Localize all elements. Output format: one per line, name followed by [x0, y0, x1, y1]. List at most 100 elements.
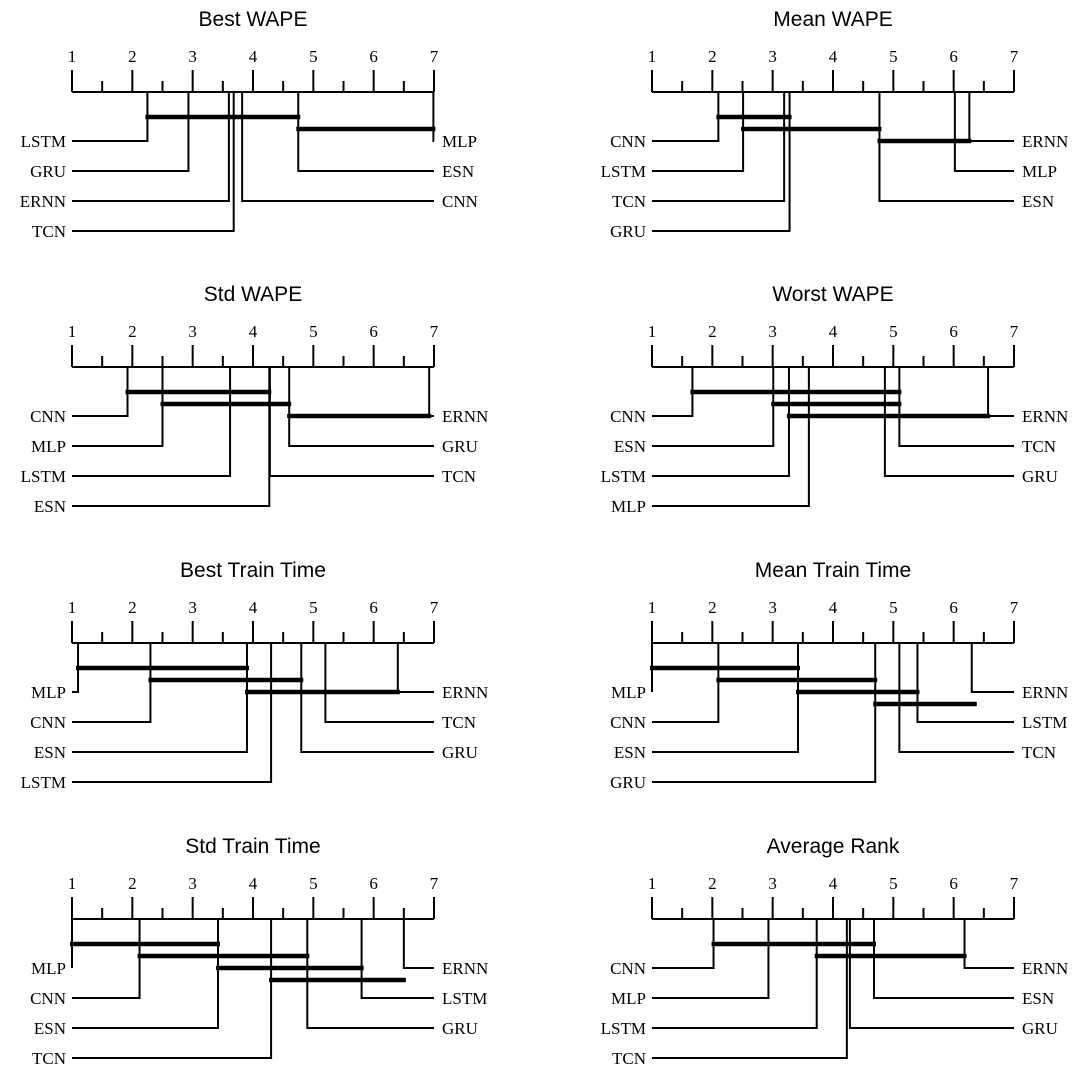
method-label: TCN: [1022, 437, 1056, 456]
method-label: MLP: [611, 683, 646, 702]
tick-label: 3: [188, 874, 197, 893]
tick-label: 3: [188, 322, 197, 341]
method-label: ERNN: [1022, 683, 1068, 702]
tick-label: 4: [249, 874, 258, 893]
tick-label: 5: [889, 322, 898, 341]
cd-panel: Best WAPE 1 2 3 4 5 6 7 LSTM GRU ERNN TCN CNN ESN MLP: [20, 8, 478, 241]
method-label: CNN: [442, 192, 478, 211]
method-label: ERNN: [442, 407, 488, 426]
method-label: ESN: [1022, 989, 1054, 1008]
method-label: CNN: [610, 959, 646, 978]
method-connector: [652, 643, 800, 753]
method-label: ERNN: [442, 683, 488, 702]
cd-panel: Std WAPE 1 2 3 4 5 6 7 CNN MLP LSTM ESN TCN GRU ERNN: [21, 283, 489, 516]
method-connector: [72, 919, 273, 1059]
method-connector: [873, 919, 1014, 999]
method-label: TCN: [32, 1049, 66, 1066]
panel-title: Best WAPE: [199, 8, 308, 31]
method-connector: [72, 643, 248, 753]
tick-label: 2: [708, 322, 717, 341]
method-label: GRU: [1022, 1019, 1058, 1038]
method-label: MLP: [1022, 162, 1057, 181]
tick-label: 6: [949, 47, 958, 66]
method-label: LSTM: [21, 467, 66, 486]
method-connector: [72, 367, 232, 477]
tick-label: 6: [949, 598, 958, 617]
method-connector: [72, 643, 273, 783]
method-connector: [360, 919, 434, 999]
tick-label: 7: [430, 598, 439, 617]
method-connector: [72, 643, 80, 693]
tick-label: 1: [68, 598, 77, 617]
tick-label: 5: [309, 47, 318, 66]
tick-label: 1: [68, 322, 77, 341]
method-connector: [987, 367, 1014, 417]
tick-label: 5: [309, 598, 318, 617]
method-label: LSTM: [21, 773, 66, 792]
tick-label: 2: [708, 874, 717, 893]
panel-title: Best Train Time: [180, 559, 326, 582]
tick-label: 2: [128, 322, 137, 341]
tick-label: 6: [369, 874, 378, 893]
tick-label: 6: [949, 874, 958, 893]
method-label: MLP: [31, 683, 66, 702]
method-label: GRU: [442, 437, 478, 456]
method-connector: [72, 92, 149, 142]
tick-label: 2: [128, 874, 137, 893]
tick-label: 7: [1010, 322, 1019, 341]
tick-label: 6: [369, 47, 378, 66]
method-label: ESN: [34, 1019, 66, 1038]
method-connector: [968, 92, 1014, 142]
cd-panel: Mean WAPE 1 2 3 4 5 6 7 CNN LSTM TCN GRU ESN MLP ERNN: [601, 8, 1069, 241]
method-connector: [428, 367, 434, 417]
tick-label: 1: [68, 874, 77, 893]
tick-label: 7: [1010, 874, 1019, 893]
tick-label: 7: [430, 47, 439, 66]
method-label: GRU: [30, 162, 66, 181]
method-connector: [652, 367, 775, 447]
method-connector: [306, 919, 434, 1029]
tick-label: 2: [128, 47, 137, 66]
method-label: GRU: [1022, 467, 1058, 486]
tick-label: 4: [829, 874, 838, 893]
cd-panel: Best Train Time 1 2 3 4 5 6 7 MLP CNN ESN LSTM GRU TC…: [21, 559, 489, 792]
method-label: ERNN: [1022, 132, 1068, 151]
cd-panel: Worst WAPE 1 2 3 4 5 6 7 CNN ESN LSTM MLP GRU TCN ERNN: [601, 283, 1069, 516]
method-connector: [72, 92, 190, 172]
method-connector: [72, 643, 152, 723]
method-connector: [288, 367, 434, 447]
method-label: LSTM: [601, 1019, 646, 1038]
tick-label: 2: [708, 598, 717, 617]
method-label: ERNN: [442, 959, 488, 978]
method-connector: [72, 92, 230, 202]
panel-title: Mean WAPE: [773, 8, 892, 31]
method-connector: [898, 643, 1014, 753]
method-label: ESN: [34, 497, 66, 516]
tick-label: 4: [249, 322, 258, 341]
method-label: CNN: [610, 132, 646, 151]
method-label: MLP: [611, 497, 646, 516]
method-label: CNN: [30, 407, 66, 426]
method-label: MLP: [31, 959, 66, 978]
method-connector: [652, 367, 694, 417]
method-label: GRU: [442, 1019, 478, 1038]
tick-label: 6: [369, 322, 378, 341]
method-connector: [963, 919, 1014, 969]
method-connector: [72, 919, 141, 999]
method-connector: [268, 367, 434, 477]
tick-label: 4: [829, 598, 838, 617]
tick-label: 1: [648, 47, 657, 66]
method-label: LSTM: [601, 467, 646, 486]
method-label: CNN: [30, 713, 66, 732]
cd-panel: Mean Train Time 1 2 3 4 5 6 7 MLP CNN ESN GRU TCN LST…: [610, 559, 1068, 792]
method-label: ESN: [34, 743, 66, 762]
method-connector: [652, 92, 745, 172]
method-label: LSTM: [1022, 713, 1067, 732]
tick-label: 2: [128, 598, 137, 617]
method-label: TCN: [612, 192, 646, 211]
method-connector: [297, 92, 434, 172]
method-label: MLP: [442, 132, 477, 151]
method-label: MLP: [611, 989, 646, 1008]
method-connector: [652, 643, 720, 723]
